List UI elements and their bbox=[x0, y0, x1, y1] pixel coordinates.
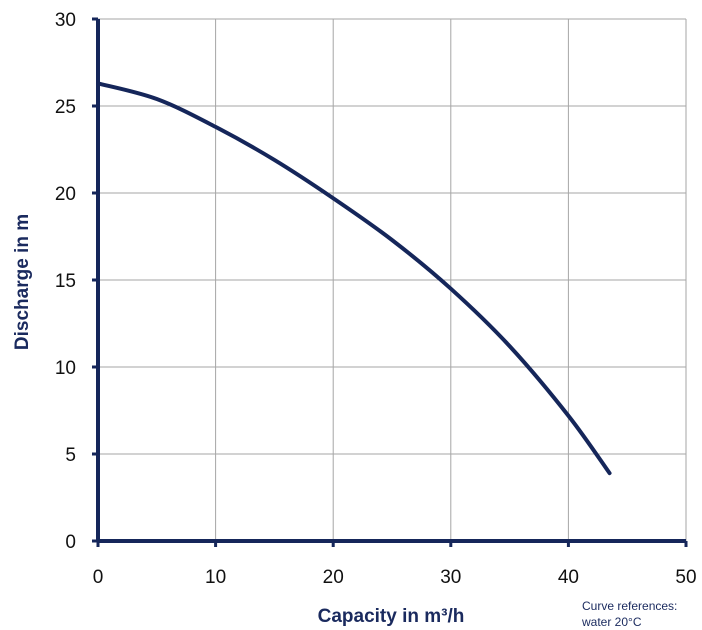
axes bbox=[92, 17, 688, 547]
y-axis-title: Discharge in m bbox=[12, 214, 33, 350]
tick-labels: 0 10 20 30 40 50 0 5 10 15 20 25 30 bbox=[55, 10, 697, 588]
y-tick-label: 20 bbox=[55, 184, 76, 205]
x-tick-label: 30 bbox=[440, 567, 461, 588]
y-tick-label: 0 bbox=[65, 532, 76, 553]
pump-curve-line bbox=[96, 81, 612, 476]
water-temperature-note: water 20°C bbox=[581, 615, 642, 629]
y-tick-label: 15 bbox=[55, 271, 76, 292]
x-tick-label: 0 bbox=[93, 567, 104, 588]
curve-references-note: Curve references: bbox=[582, 599, 677, 613]
y-tick-label: 25 bbox=[55, 97, 76, 118]
x-tick-label: 10 bbox=[205, 567, 226, 588]
x-tick-label: 20 bbox=[323, 567, 344, 588]
y-tick-label: 10 bbox=[55, 358, 76, 379]
y-tick-label: 30 bbox=[55, 10, 76, 31]
grid-lines bbox=[98, 18, 687, 541]
series-layer bbox=[96, 81, 612, 476]
x-axis-title: Capacity in m³/h bbox=[318, 606, 465, 627]
x-tick-label: 40 bbox=[558, 567, 579, 588]
x-tick-label: 50 bbox=[675, 567, 696, 588]
y-tick-label: 5 bbox=[65, 445, 76, 466]
